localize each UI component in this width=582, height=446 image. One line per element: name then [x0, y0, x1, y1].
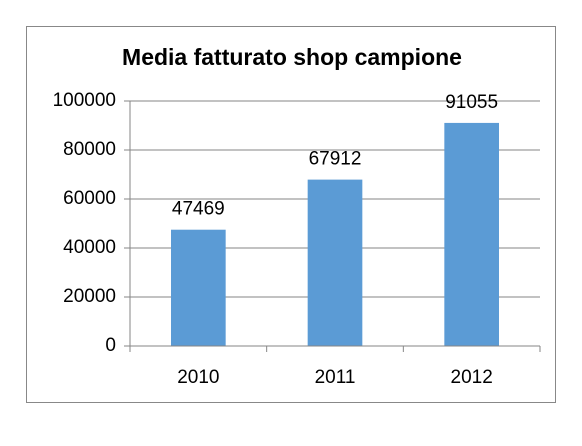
chart-title: Media fatturato shop campione: [122, 44, 462, 70]
data-label: 67912: [309, 149, 362, 170]
bar: [444, 122, 499, 346]
data-label: 47469: [172, 199, 225, 220]
data-label: 91055: [445, 92, 498, 113]
x-tick-label: 2010: [177, 367, 219, 388]
x-tick-label: 2012: [451, 367, 493, 388]
y-tick-label: 0: [105, 335, 116, 356]
y-tick-label: 100000: [53, 90, 116, 111]
x-tick-label: 2011: [315, 367, 356, 388]
y-tick-label: 60000: [63, 188, 116, 209]
y-tick-label: 20000: [63, 286, 116, 307]
bar: [171, 229, 226, 346]
y-tick-label: 40000: [63, 237, 116, 258]
bar: [307, 179, 363, 346]
y-tick-label: 80000: [63, 139, 116, 160]
